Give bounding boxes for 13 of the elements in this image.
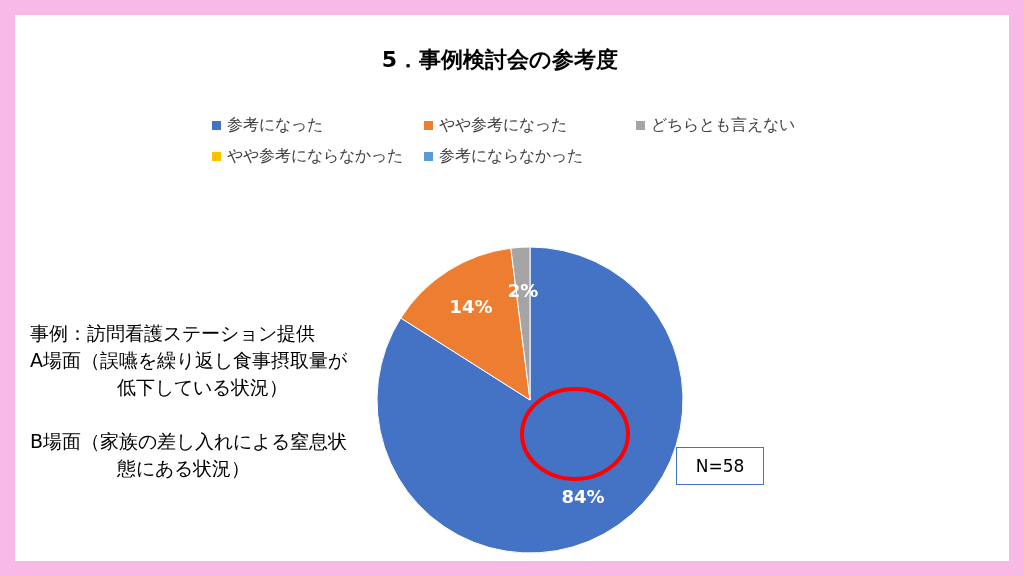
text: 事例：訪問看護ステーション提供	[30, 321, 316, 346]
legend-label: 参考にならなかった	[439, 146, 583, 167]
text: B場面（家族の差し入れによる窒息状態にある状況）	[30, 429, 349, 481]
data-label: 2%	[507, 279, 539, 301]
legend-label: どちらとも言えない	[651, 115, 795, 136]
legend-label: 参考になった	[227, 115, 323, 136]
text: N=58	[676, 447, 764, 485]
data-label: 84%	[561, 486, 605, 508]
legend-label: やや参考にならなかった	[227, 146, 403, 167]
legend-label: やや参考になった	[439, 115, 567, 136]
chart-title: 5．事例検討会の参考度	[380, 46, 620, 74]
data-label: 14%	[449, 296, 493, 318]
text: A場面（誤嚥を繰り返し食事摂取量が低下している状況）	[30, 348, 348, 400]
